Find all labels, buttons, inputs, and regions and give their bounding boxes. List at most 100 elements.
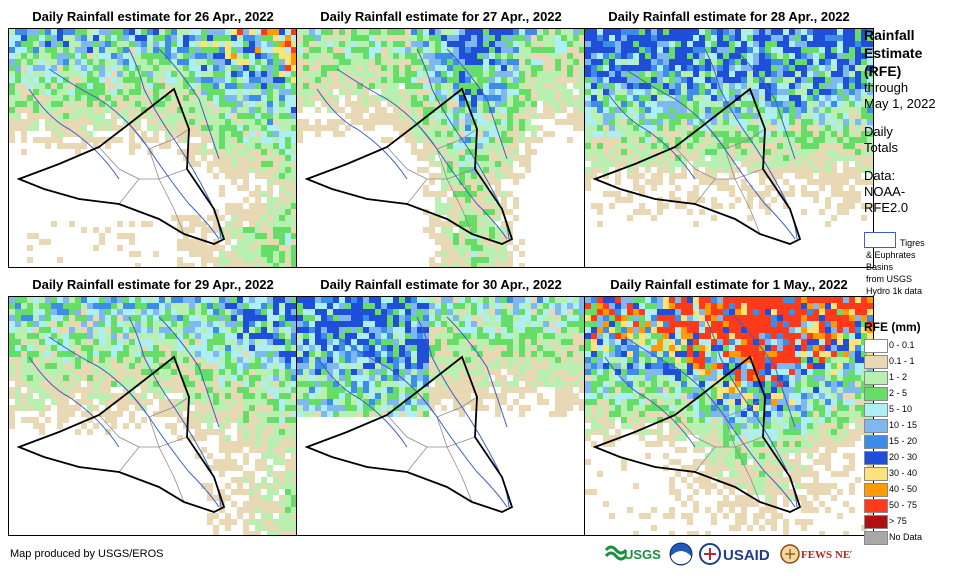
rainfall-cell: [111, 101, 117, 107]
rainfall-cell: [279, 119, 285, 125]
rainfall-cell: [87, 119, 93, 125]
rainfall-cell: [75, 315, 81, 321]
rainfall-cell: [219, 393, 225, 399]
rainfall-cell: [435, 143, 441, 149]
rainfall-cell: [249, 387, 255, 393]
rainfall-cell: [405, 297, 411, 303]
rainfall-cell: [183, 149, 189, 155]
rainfall-cell: [129, 107, 135, 113]
rainfall-cell: [519, 113, 525, 119]
rainfall-cell: [159, 309, 165, 315]
rainfall-cell: [645, 47, 651, 53]
rainfall-cell: [195, 59, 201, 65]
rainfall-cell: [465, 227, 471, 233]
rainfall-cell: [297, 41, 303, 47]
rainfall-cell: [135, 101, 141, 107]
rainfall-cell: [57, 125, 63, 131]
rainfall-cell: [255, 495, 261, 501]
rainfall-cell: [237, 185, 243, 191]
rainfall-cell: [465, 59, 471, 65]
rainfall-cell: [417, 131, 423, 137]
rainfall-cell: [843, 71, 849, 77]
rainfall-cell: [441, 119, 447, 125]
rainfall-cell: [261, 89, 267, 95]
rainfall-cell: [195, 239, 201, 245]
rainfall-cell: [807, 71, 813, 77]
rainfall-cell: [459, 35, 465, 41]
rainfall-cell: [291, 459, 297, 465]
rainfall-cell: [855, 35, 861, 41]
rainfall-cell: [249, 357, 255, 363]
rainfall-cell: [171, 327, 177, 333]
rainfall-cell: [453, 119, 459, 125]
rainfall-cell: [693, 119, 699, 125]
rainfall-cell: [231, 233, 237, 239]
rainfall-cell: [771, 167, 777, 173]
rainfall-cell: [153, 29, 159, 35]
rainfall-cell: [717, 131, 723, 137]
rainfall-cell: [237, 65, 243, 71]
rainfall-cell: [165, 381, 171, 387]
rainfall-cell: [33, 309, 39, 315]
rainfall-cell: [261, 477, 267, 483]
rainfall-cell: [489, 215, 495, 221]
rainfall-cell: [255, 429, 261, 435]
rainfall-cell: [63, 363, 69, 369]
rainfall-cell: [273, 149, 279, 155]
rainfall-cell: [291, 315, 297, 321]
rainfall-cell: [261, 453, 267, 459]
rainfall-cell: [489, 149, 495, 155]
rainfall-cell: [285, 59, 291, 65]
rainfall-cell: [465, 71, 471, 77]
rainfall-cell: [183, 363, 189, 369]
rainfall-cell: [603, 29, 609, 35]
rainfall-cell: [663, 41, 669, 47]
rainfall-cell: [393, 41, 399, 47]
rainfall-cell: [417, 83, 423, 89]
rainfall-cell: [261, 465, 267, 471]
rainfall-cell: [633, 119, 639, 125]
rainfall-cell: [225, 221, 231, 227]
rainfall-cell: [141, 77, 147, 83]
rainfall-cell: [735, 125, 741, 131]
rainfall-cell: [195, 309, 201, 315]
rainfall-cell: [573, 71, 579, 77]
rainfall-cell: [519, 83, 525, 89]
rainfall-cell: [9, 321, 15, 327]
rainfall-cell: [591, 35, 597, 41]
rainfall-cell: [327, 59, 333, 65]
rainfall-cell: [279, 501, 285, 507]
rainfall-cell: [369, 101, 375, 107]
rainfall-cell: [279, 71, 285, 77]
rainfall-cell: [63, 65, 69, 71]
rainfall-cell: [303, 41, 309, 47]
rainfall-cell: [177, 215, 183, 221]
rainfall-cell: [285, 387, 291, 393]
rainfall-cell: [201, 345, 207, 351]
rainfall-cell: [225, 303, 231, 309]
rainfall-cell: [177, 257, 183, 263]
rainfall-cell: [279, 227, 285, 233]
rainfall-cell: [507, 227, 513, 233]
rainfall-cell: [93, 41, 99, 47]
rainfall-cell: [483, 251, 489, 257]
rainfall-cell: [417, 149, 423, 155]
rainfall-cell: [231, 477, 237, 483]
rainfall-cell: [423, 107, 429, 113]
rainfall-cell: [495, 209, 501, 215]
rainfall-field: [585, 29, 873, 227]
rainfall-cell: [831, 101, 837, 107]
rainfall-cell: [123, 65, 129, 71]
rainfall-cell: [477, 197, 483, 203]
rainfall-cell: [465, 191, 471, 197]
rainfall-cell: [285, 369, 291, 375]
rainfall-cell: [795, 161, 801, 167]
rainfall-cell: [177, 333, 183, 339]
rainfall-cell: [507, 113, 513, 119]
rainfall-cell: [177, 47, 183, 53]
rainfall-cell: [687, 89, 693, 95]
rainfall-cell: [429, 303, 435, 309]
rainfall-cell: [447, 65, 453, 71]
rainfall-cell: [9, 41, 15, 47]
rainfall-cell: [633, 149, 639, 155]
